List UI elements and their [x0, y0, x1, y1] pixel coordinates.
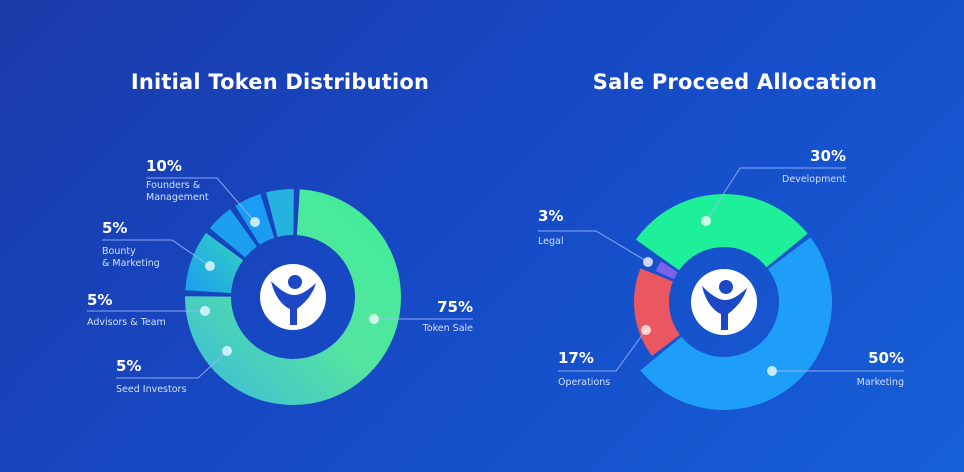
slice-bounty-marketing — [209, 209, 257, 258]
slice-token-sale — [185, 189, 402, 405]
data-label-advisors: 5% — [87, 291, 112, 309]
category-label-bounty-line1: Bounty — [102, 246, 136, 257]
callout-advisors: 5% Advisors & Team — [87, 291, 210, 328]
category-label-token-sale: Token Sale — [422, 323, 474, 334]
data-label-operations: 17% — [558, 349, 594, 367]
callout-seed: 5% Seed Investors — [116, 346, 232, 395]
slice-seed-investors — [266, 189, 294, 237]
slice-legal — [655, 261, 678, 280]
callout-marketing: 50% Marketing — [767, 349, 904, 388]
callout-development: 30% Development — [701, 147, 846, 226]
data-label-token-sale: 75% — [437, 298, 473, 316]
data-label-seed: 5% — [116, 357, 141, 375]
callout-bounty: 5% Bounty & Marketing — [102, 219, 215, 271]
slice-founders-management — [185, 232, 244, 294]
category-label-operations: Operations — [558, 377, 610, 388]
slice-marketing — [640, 237, 833, 411]
category-label-marketing: Marketing — [857, 377, 904, 388]
data-label-marketing: 50% — [868, 349, 904, 367]
data-label-founders: 10% — [146, 157, 182, 175]
callout-token-sale: 75% Token Sale — [369, 298, 473, 334]
slice-operations — [633, 268, 680, 356]
category-label-seed: Seed Investors — [116, 384, 186, 395]
data-label-development: 30% — [810, 147, 846, 165]
data-label-legal: 3% — [538, 207, 563, 225]
category-label-bounty-line2: & Marketing — [102, 258, 160, 269]
category-label-advisors: Advisors & Team — [87, 317, 166, 328]
donut-chart-token-distribution — [185, 189, 402, 405]
slice-development — [635, 194, 808, 271]
category-label-legal: Legal — [538, 236, 563, 247]
category-label-founders-line2: Management — [146, 192, 209, 203]
callout-operations: 17% Operations — [558, 325, 651, 388]
data-label-bounty: 5% — [102, 219, 127, 237]
category-label-development: Development — [782, 174, 846, 185]
category-label-founders-line1: Founders & — [146, 180, 201, 191]
chart-title-sale-proceed: Sale Proceed Allocation — [592, 70, 878, 94]
person-logo-icon — [260, 264, 326, 330]
donut-chart-sale-proceed — [633, 194, 833, 411]
chart-title-token-distribution: Initial Token Distribution — [130, 70, 430, 94]
callout-legal: 3% Legal — [538, 207, 653, 267]
callout-founders: 10% Founders & Management — [146, 157, 260, 227]
person-logo-icon — [691, 269, 757, 335]
